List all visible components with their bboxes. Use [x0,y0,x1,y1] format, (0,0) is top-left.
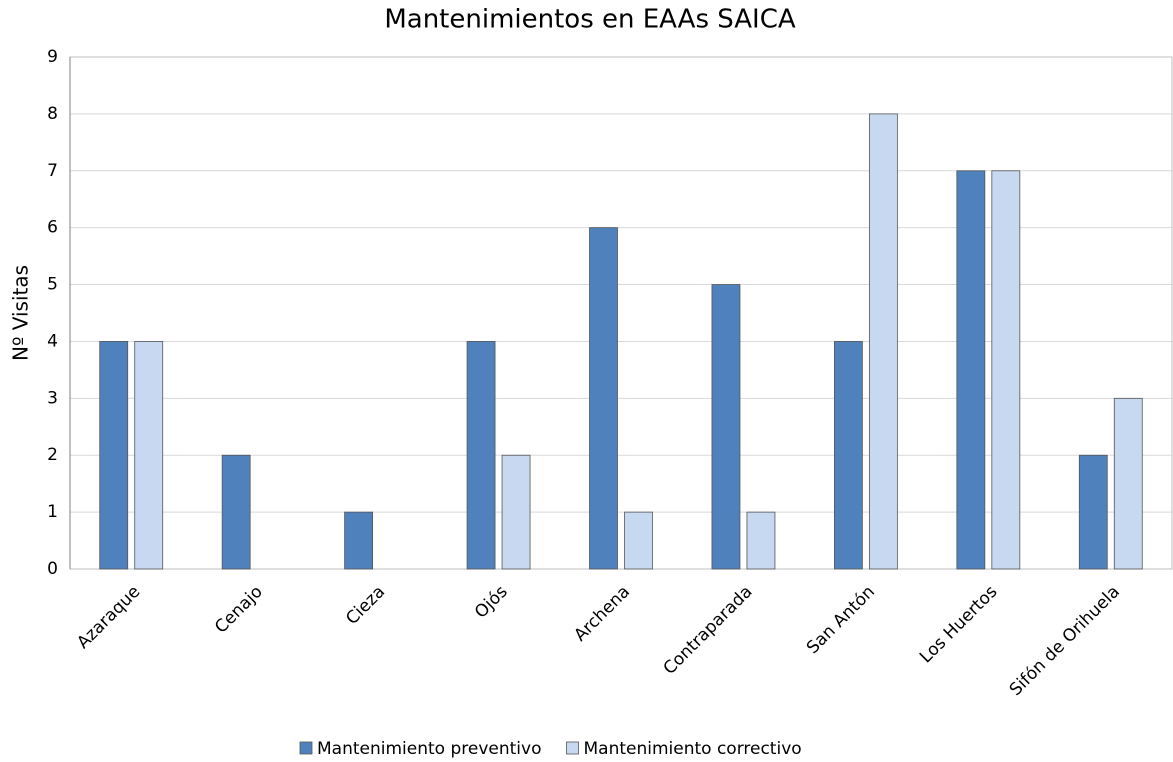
chart-title: Mantenimientos en EAAs SAICA [384,5,796,35]
y-tick-label: 8 [47,104,58,124]
bar [344,511,374,570]
x-tick-label: Contraparada [660,582,757,679]
bar [711,284,741,570]
x-tick-label: Sifón de Orihuela [1006,582,1124,700]
x-tick-label: Ojós [471,582,512,623]
bar [134,341,164,570]
bar [624,511,653,570]
bar [1113,397,1143,570]
y-tick-label: 9 [47,47,58,67]
x-tick-label: San Antón [803,582,879,658]
x-tick-label: Archena [570,582,634,646]
y-tick-label: 3 [47,388,58,408]
x-tick-label: Los Huertos [916,582,1001,667]
bar [221,454,251,570]
x-tick-label: Cieza [342,582,389,629]
bar [833,341,863,570]
legend-swatch [566,741,579,755]
y-tick-label: 1 [47,502,58,522]
x-tick-label: Cenajo [211,582,267,638]
legend-label: Mantenimiento preventivo [317,739,541,759]
bar [501,454,531,570]
y-tick-label: 6 [47,218,58,238]
y-tick-label: 5 [47,275,58,295]
bar [466,341,496,570]
bar [746,511,776,570]
bar [868,113,898,570]
bar [99,341,129,570]
legend-label: Mantenimiento correctivo [583,739,801,759]
y-tick-label: 2 [47,445,58,465]
legend-swatch [299,741,313,755]
bar [991,170,1021,570]
bar [589,227,618,570]
x-tick-label: Azaraque [73,582,144,653]
y-axis-label: Nº Visitas [9,265,33,361]
y-tick-label: 4 [47,331,58,351]
bar [1078,454,1108,570]
bar [956,170,986,570]
y-tick-label: 7 [47,161,58,181]
y-tick-label: 0 [47,559,58,579]
